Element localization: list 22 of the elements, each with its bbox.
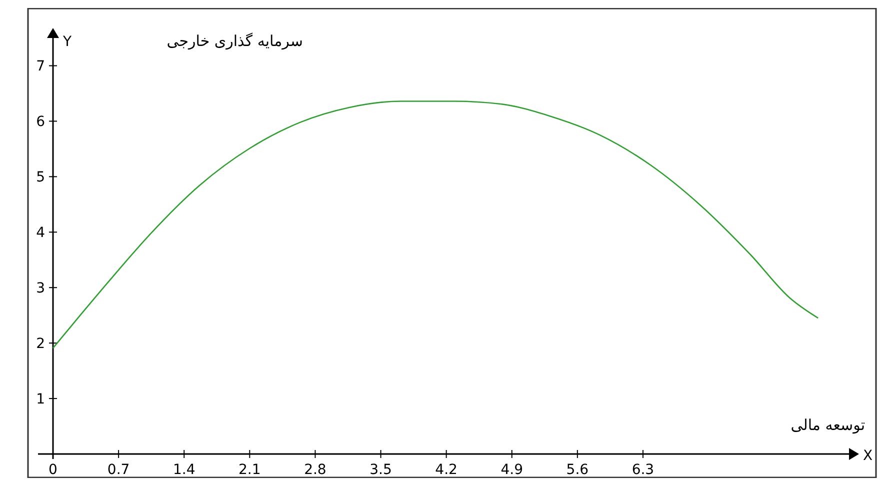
x-axis-title: توسعه مالی — [790, 416, 865, 434]
y-tick-label: 2 — [36, 336, 45, 352]
annotation: Y — [62, 34, 72, 50]
x-tick-label: 0 — [48, 462, 58, 478]
x-tick-label: 0.7 — [107, 462, 130, 478]
y-tick-label: 4 — [36, 225, 46, 242]
x-tick-label: 2.8 — [304, 462, 326, 478]
x-tick-label: 1.4 — [172, 462, 196, 478]
x-tick-label: 4.2 — [435, 462, 458, 478]
y-tick-label: 3 — [36, 280, 45, 297]
line-series — [52, 100, 819, 349]
x-tick-label: 4.9 — [500, 462, 524, 478]
x-tick-label: 3.5 — [370, 462, 392, 478]
x-tick-label: 2.1 — [238, 462, 261, 478]
y-tick-label: 6 — [36, 114, 46, 130]
text: X — [863, 448, 873, 464]
x-tick-label: 6.3 — [632, 462, 654, 478]
x-tick-label: 5.6 — [566, 462, 589, 478]
y-tick-label: 5 — [36, 170, 45, 186]
y-axis-title: سرمایه گذاری خارجی — [166, 32, 303, 50]
y-tick-label: 7 — [36, 58, 45, 75]
y-tick-label: 1 — [36, 392, 45, 408]
